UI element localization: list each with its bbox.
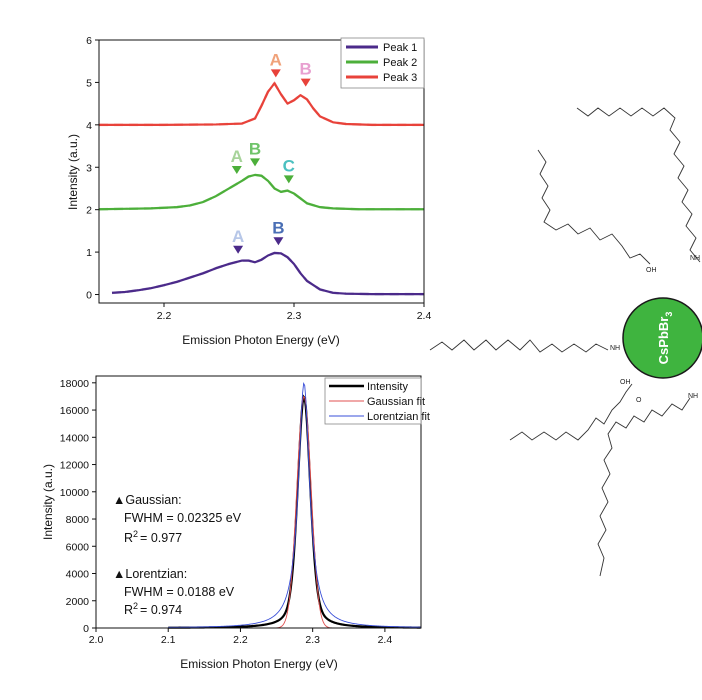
bottom-y-tick-label: 0 [83, 623, 89, 635]
top-chart-ticks: 2.2 2.3 2.4 0 1 2 3 4 5 6 [86, 35, 431, 322]
ligand-label-o: O [636, 397, 642, 404]
top-x-axis-title: Emission Photon Energy (eV) [182, 333, 339, 347]
peak-marker-triangle [270, 69, 281, 78]
ligand-chain-lower-left [509, 383, 633, 441]
peak-marker-triangle [250, 158, 260, 167]
top-y-tick-label: 6 [86, 35, 92, 47]
gaussian-r2-letter: R [124, 531, 133, 545]
series-fit-peak-2 [98, 173, 424, 211]
lorentzian-r2-letter: R [124, 603, 133, 617]
bottom-y-tick-label: 18000 [60, 378, 89, 390]
bottom-x-tick-label: 2.0 [89, 634, 104, 646]
series-line-peak-3 [99, 82, 424, 126]
series-line-lorentzian-fit [168, 381, 421, 628]
bottom-y-tick-label: 8000 [66, 514, 90, 526]
peak-marker-label: C [283, 156, 295, 175]
bottom-y-tick-label: 14000 [60, 432, 89, 444]
bottom-legend: Intensity Gaussian fit Lorentzian fit [324, 377, 430, 425]
series-line-peak-1 [111, 251, 424, 296]
bottom-x-tick-label: 2.4 [378, 634, 393, 646]
peak-marker-label: B [300, 60, 312, 79]
bottom-chart: 2.0 2.1 2.2 2.3 2.4 0 2000 4000 6000 8000 10000 120… [41, 375, 430, 671]
top-x-tick-label: 2.3 [287, 310, 302, 322]
legend-label-peak-1: Peak 1 [383, 42, 417, 54]
peak-marker-label: A [270, 50, 282, 69]
peak-marker-triangle [300, 78, 311, 87]
lorentzian-title: ▲Lorentzian: [113, 567, 187, 581]
peak-marker-label: A [231, 147, 243, 166]
lorentzian-fwhm: FWHM = 0.0188 eV [124, 585, 235, 599]
peak-marker-triangle [283, 175, 294, 184]
fit-annotations: ▲Gaussian: FWHM = 0.02325 eV R2 = 0.977 ▲… [113, 493, 242, 617]
top-y-tick-label: 1 [86, 247, 92, 259]
ligand-label-nh-left: NH [610, 345, 620, 352]
bottom-x-tick-label: 2.1 [161, 634, 176, 646]
cspbbr3-label-main: CsPbBr [656, 317, 671, 365]
top-y-tick-label: 2 [86, 205, 92, 217]
ligand-chain-upper-left [537, 149, 651, 265]
lorentzian-r2-value: = 0.974 [140, 603, 182, 617]
peak-marker-label: B [249, 139, 261, 158]
legend-label-peak-3: Peak 3 [383, 72, 417, 84]
legend-label-peak-2: Peak 2 [383, 57, 417, 69]
gaussian-fwhm: FWHM = 0.02325 eV [124, 511, 242, 525]
legend-label-lorentzian: Lorentzian fit [367, 411, 430, 423]
ligand-label-nh-top: NH [690, 255, 700, 262]
top-x-tick-label: 2.4 [417, 310, 432, 322]
top-x-tick-label: 2.2 [157, 310, 172, 322]
top-y-axis-title: Intensity (a.u.) [66, 134, 80, 210]
gaussian-r2-sup: 2 [133, 529, 138, 539]
series-fit-peak-1 [111, 251, 424, 296]
ligand-chain-top-right [576, 107, 701, 263]
bottom-x-tick-label: 2.3 [305, 634, 320, 646]
bottom-y-tick-label: 2000 [66, 596, 90, 608]
top-y-tick-label: 3 [86, 162, 92, 174]
bottom-plot-frame [95, 375, 422, 629]
top-plot-frame [98, 39, 425, 304]
bottom-x-axis-title: Emission Photon Energy (eV) [180, 657, 337, 671]
bottom-y-tick-label: 16000 [60, 405, 89, 417]
lorentzian-r2-sup: 2 [133, 601, 138, 611]
bottom-y-tick-label: 6000 [66, 541, 90, 553]
ligand-label-oh-lower: OH [620, 379, 631, 386]
ligand-chain-left [429, 339, 609, 353]
top-chart-marks: A BA BCA B [98, 50, 424, 296]
legend-label-gaussian: Gaussian fit [367, 396, 425, 408]
ligand-label-nh-bottom: NH [688, 393, 698, 400]
peak-marker-label: A [232, 227, 244, 246]
peak-marker-triangle [231, 166, 242, 175]
top-y-tick-label: 5 [86, 77, 92, 89]
ligand-chain-bottom [597, 397, 691, 577]
top-y-tick-label: 0 [86, 290, 92, 302]
series-line-peak-2 [98, 173, 424, 211]
nanocrystal-ligand-diagram: OH NH NH OH NH O CsPbBr3 [429, 107, 702, 577]
peak-marker-triangle [273, 237, 284, 246]
peak-marker-triangle [233, 245, 244, 254]
bottom-chart-ticks: 2.0 2.1 2.2 2.3 2.4 0 2000 4000 6000 8000 10000 120… [60, 378, 393, 646]
bottom-y-tick-label: 10000 [60, 487, 89, 499]
bottom-y-tick-label: 12000 [60, 460, 89, 472]
cspbbr3-nanocrystal [622, 297, 702, 379]
legend-label-intensity: Intensity [367, 381, 408, 393]
bottom-y-axis-title: Intensity (a.u.) [41, 464, 55, 540]
gaussian-r2-value: = 0.977 [140, 531, 182, 545]
gaussian-r2: R2 = 0.977 [124, 529, 182, 545]
bottom-x-tick-label: 2.2 [233, 634, 248, 646]
peak-marker-label: B [272, 218, 284, 237]
bottom-y-tick-label: 4000 [66, 569, 90, 581]
ligand-label-oh-upper: OH [646, 267, 657, 274]
top-y-tick-label: 4 [86, 120, 92, 132]
cspbbr3-label: CsPbBr3 [656, 312, 674, 365]
lorentzian-r2: R2 = 0.974 [124, 601, 182, 617]
gaussian-title: ▲Gaussian: [113, 493, 182, 507]
cspbbr3-label-sub: 3 [664, 312, 674, 317]
top-legend: Peak 1 Peak 2 Peak 3 [340, 37, 425, 89]
